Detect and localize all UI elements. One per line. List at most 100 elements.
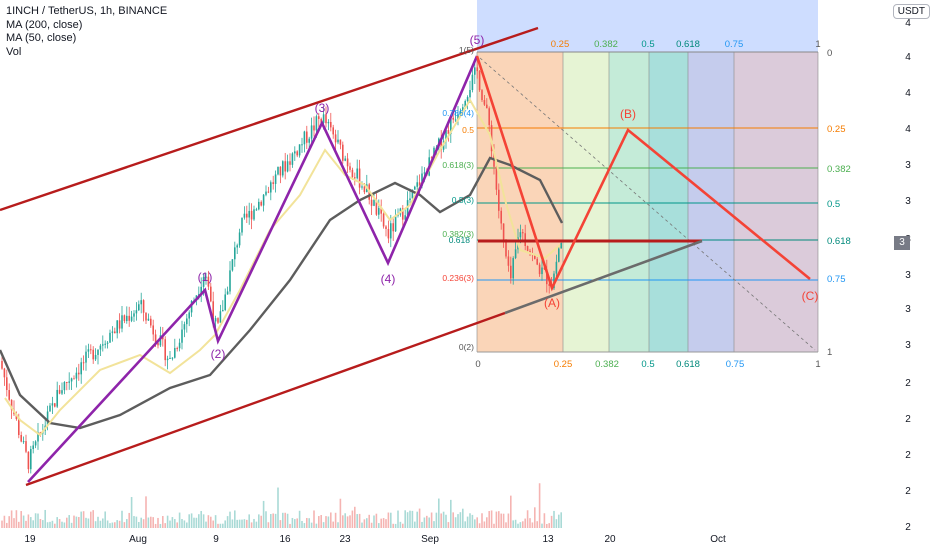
y-tick-label: 2: [905, 450, 911, 461]
candle-body: [291, 153, 294, 165]
volume-bar: [330, 512, 332, 528]
candle-body: [30, 449, 32, 470]
candle-body: [34, 441, 37, 446]
volume-bar: [339, 498, 342, 528]
candle-body: [219, 311, 222, 323]
candle-body: [15, 414, 18, 420]
volume-bar: [370, 522, 373, 528]
fib-price-label: 0.382: [827, 164, 851, 175]
candle-body: [8, 390, 10, 400]
fib-time-label: 0.75: [726, 359, 745, 370]
volume-bar: [397, 510, 399, 528]
candle-body: [382, 213, 385, 227]
volume-bar: [394, 523, 397, 528]
candle-body: [111, 331, 114, 333]
volume-bar: [289, 523, 291, 528]
candle-body: [272, 182, 274, 184]
candle-body: [303, 131, 306, 145]
volume-bar: [174, 519, 176, 528]
candle-body: [294, 151, 296, 154]
candle-body: [454, 119, 457, 121]
y-tick-label: 3: [905, 196, 911, 207]
volume-bar: [481, 513, 483, 528]
correction-label: (B): [620, 107, 636, 121]
candle-body: [327, 121, 330, 124]
candle-body: [505, 240, 507, 257]
candle-body: [248, 210, 250, 218]
fib-price-label: 0.5: [827, 199, 840, 210]
symbol-title[interactable]: 1INCH / TetherUS, 1h, BINANCE: [6, 5, 168, 17]
x-tick-label: 23: [339, 534, 351, 545]
volume-bar: [44, 509, 46, 528]
volume-bar: [438, 498, 440, 528]
volume-bar: [308, 518, 310, 528]
candle-body: [289, 161, 291, 165]
candle-body: [46, 411, 49, 426]
candle-body: [37, 432, 39, 442]
candle-body: [92, 349, 94, 360]
volume-bar: [272, 513, 274, 528]
candle-body: [190, 301, 193, 313]
candle-body: [476, 67, 478, 72]
candle-body: [217, 318, 219, 323]
volume-bar: [133, 516, 135, 528]
volume-bar: [498, 511, 500, 528]
volume-bar: [418, 508, 421, 528]
volume-bar: [466, 516, 469, 528]
legend-ma200[interactable]: MA (200, close): [6, 18, 83, 31]
candle-body: [10, 399, 13, 410]
volume-bar: [219, 523, 222, 528]
legend-ma50[interactable]: MA (50, close): [6, 32, 77, 44]
candle-body: [73, 378, 75, 380]
volume-bar: [469, 513, 471, 528]
legend-vol[interactable]: Vol: [6, 45, 22, 58]
candle-body: [536, 258, 538, 265]
volume-bar: [406, 512, 409, 528]
volume-bar: [550, 515, 553, 528]
volume-bar: [30, 517, 32, 528]
volume-bar: [277, 487, 279, 528]
volume-bar: [541, 523, 543, 528]
volume-bar: [476, 517, 478, 528]
volume-bar: [18, 521, 20, 528]
fib-header-band: [477, 0, 818, 52]
volume-bar: [306, 517, 308, 528]
candle-body: [63, 381, 66, 391]
volume-bar: [10, 510, 13, 528]
volume-bar: [382, 518, 385, 528]
candle-body: [361, 186, 363, 188]
volume-bar: [138, 522, 140, 528]
volume-bar: [178, 512, 181, 528]
candle-body: [298, 144, 301, 156]
drawings: [0, 26, 811, 487]
volume-bar: [224, 520, 226, 528]
fib-price-label: 0.25: [827, 124, 846, 135]
candle-body: [183, 324, 186, 330]
candle-body: [332, 127, 334, 135]
volume-bar: [63, 522, 66, 528]
candle-body: [181, 329, 183, 343]
volume-bar: [459, 512, 462, 528]
candle-body: [200, 286, 202, 295]
fib-time-label: 1: [815, 359, 820, 370]
candle-body: [90, 349, 92, 351]
candle-body: [154, 334, 157, 343]
y-tick-label: 4: [905, 124, 911, 135]
volume-bar: [474, 519, 476, 528]
candle-body: [109, 332, 111, 343]
volume-bar: [236, 519, 238, 528]
candle-body: [75, 372, 78, 379]
volume-bar: [555, 519, 558, 528]
volume-bar: [320, 515, 322, 528]
volume-bar: [61, 521, 63, 528]
candle-body: [548, 284, 550, 286]
currency-unit-badge[interactable]: USDT: [892, 4, 930, 19]
fib-time-label: 0.618: [676, 39, 700, 50]
volume-bar: [207, 515, 210, 528]
candle-body: [510, 265, 512, 279]
fib-time-label: 0: [475, 359, 480, 370]
volume-bar: [416, 511, 418, 528]
volume-bar: [90, 511, 92, 528]
candle-body: [546, 269, 548, 285]
